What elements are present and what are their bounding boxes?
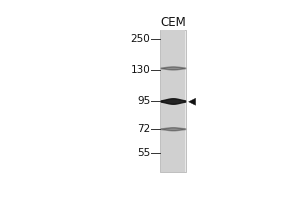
Bar: [160, 30, 186, 172]
Polygon shape: [189, 98, 196, 105]
Text: 250: 250: [130, 34, 150, 44]
Bar: [161, 30, 185, 172]
Text: 95: 95: [137, 96, 150, 106]
Text: 72: 72: [137, 124, 150, 134]
Text: CEM: CEM: [160, 16, 186, 29]
Text: 55: 55: [137, 148, 150, 158]
Text: 130: 130: [130, 65, 150, 75]
